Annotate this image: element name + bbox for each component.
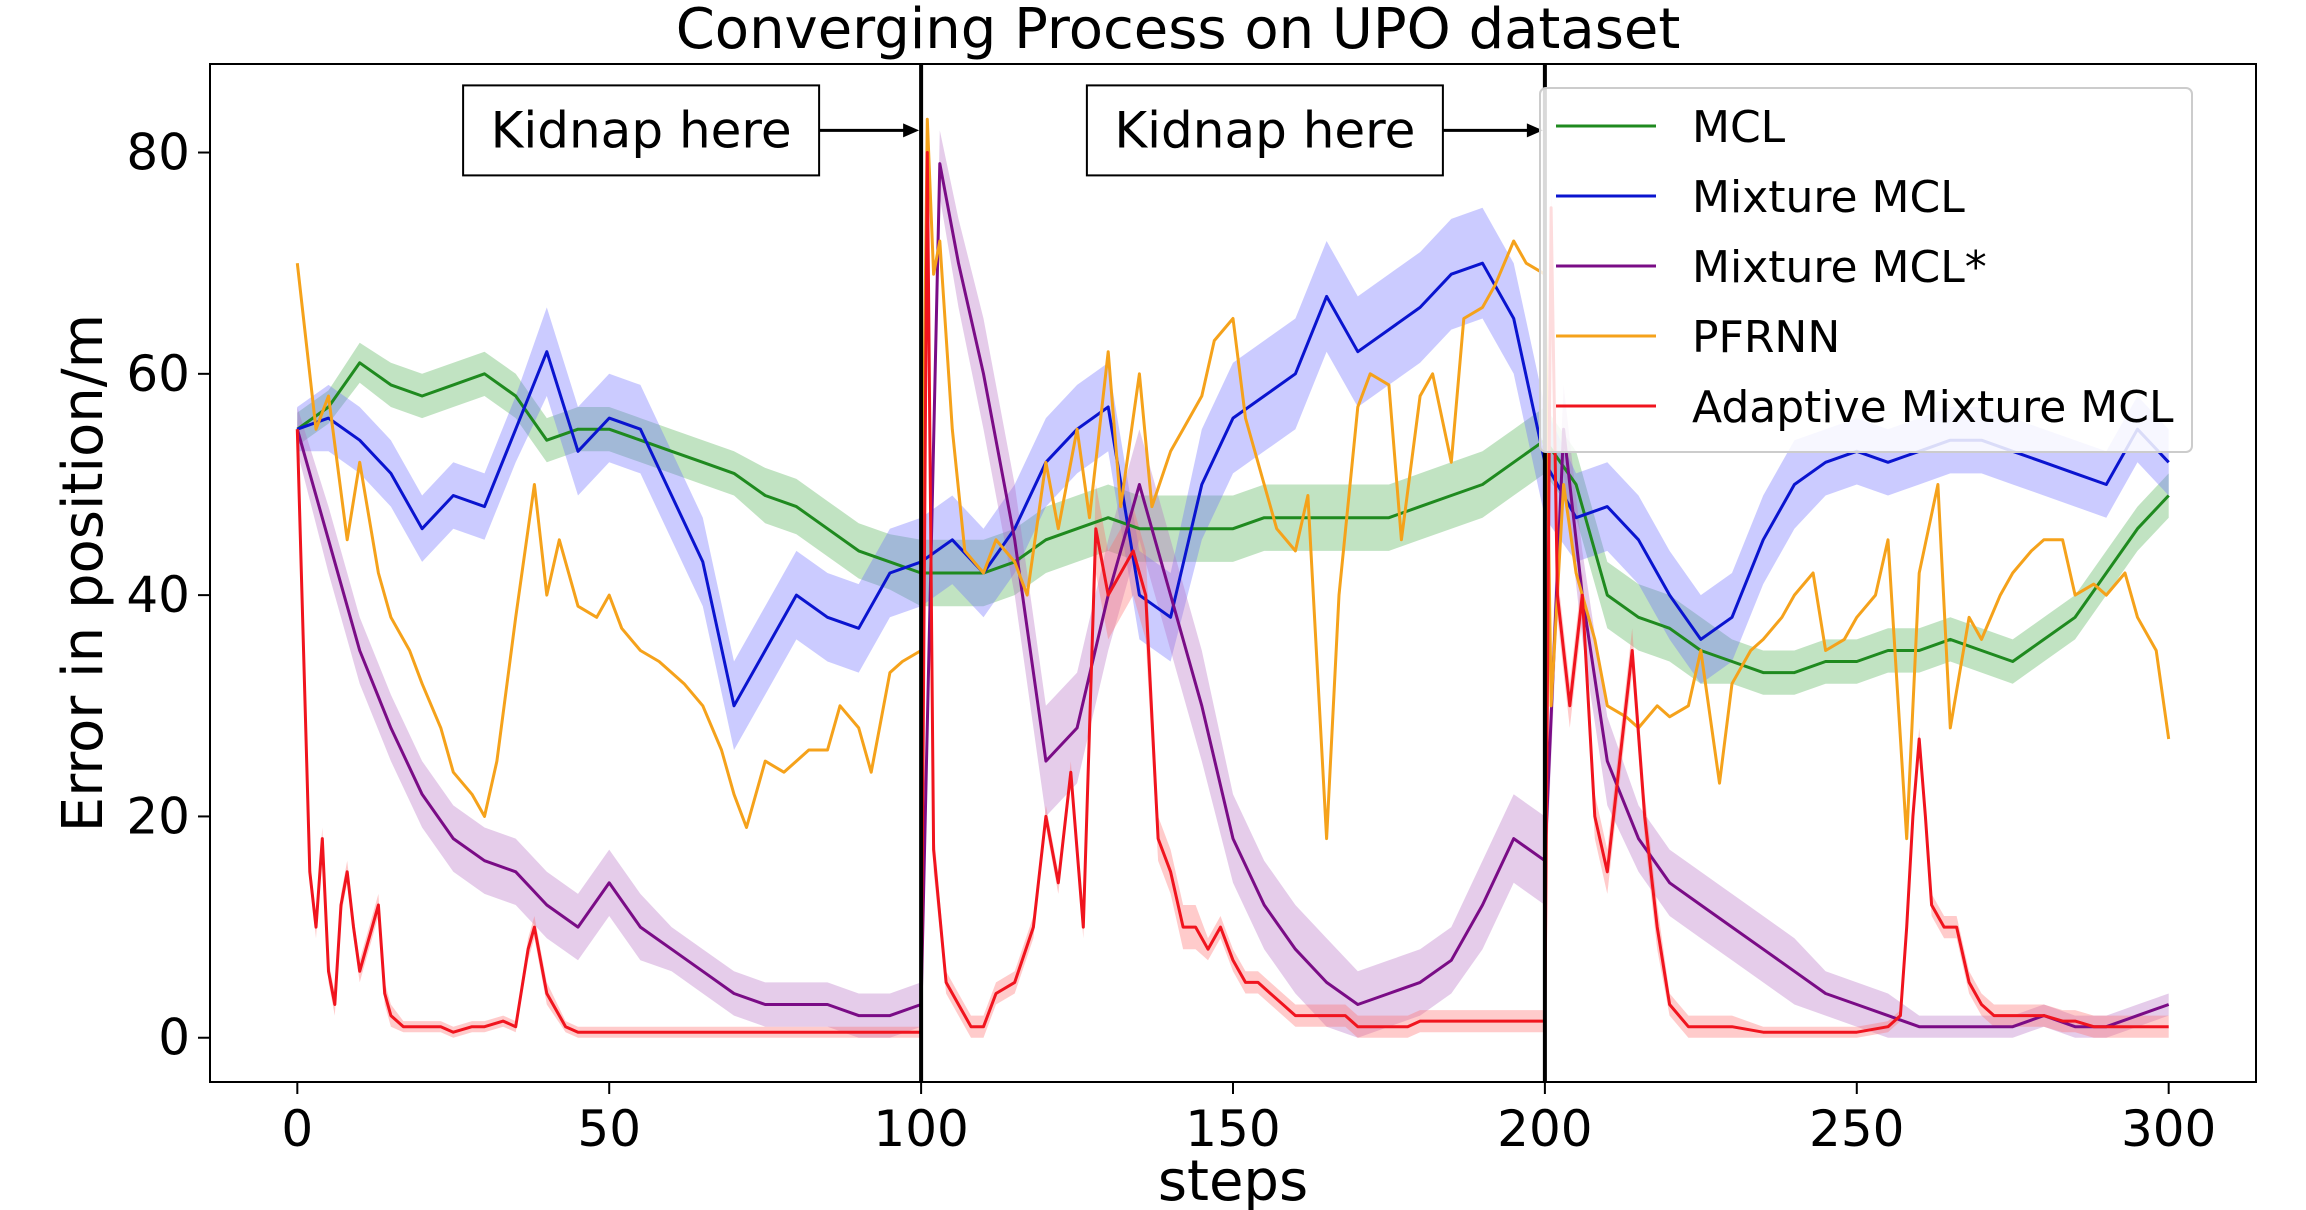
annotation-text: Kidnap here	[1114, 101, 1415, 159]
legend-label: PFRNN	[1692, 312, 1840, 363]
y-axis: 0 20 40 60 80	[126, 124, 210, 1067]
x-tick-label: 50	[577, 1100, 641, 1158]
series-line-4	[295, 151, 2169, 1034]
legend-item: Mixture MCL	[1556, 172, 1965, 223]
annotation-arrowhead	[903, 123, 920, 138]
y-tick-label: 80	[126, 124, 190, 182]
plot-area	[295, 64, 2171, 1082]
legend: MCL Mixture MCL Mixture MCL* PFRNN Adaptive …	[1539, 87, 2193, 453]
legend-item: Adaptive Mixture MCL	[1556, 382, 2174, 433]
annotation-1: Kidnap here	[1085, 84, 1543, 177]
x-axis: 0 50 100 150 200 250 300	[281, 1082, 2216, 1158]
legend-label: MCL	[1692, 102, 1786, 153]
series-line-2	[295, 162, 2170, 1029]
x-tick-label: 150	[1185, 1100, 1280, 1158]
annotation-box	[1085, 84, 1444, 177]
annotations: Kidnap here Kidnap here	[462, 84, 1543, 177]
legend-label: Mixture MCL*	[1692, 242, 1987, 293]
y-axis-label: Error in position/m	[51, 314, 116, 832]
annotation-0: Kidnap here	[462, 84, 920, 177]
legend-label: Adaptive Mixture MCL	[1692, 382, 2174, 433]
series-line-0	[296, 361, 2170, 675]
y-tick-label: 40	[126, 566, 190, 624]
legend-item: PFRNN	[1556, 312, 1840, 363]
x-tick-label: 250	[1809, 1100, 1904, 1158]
band-0	[297, 342, 2169, 695]
y-tick-label: 60	[126, 345, 190, 403]
x-tick-label: 100	[873, 1100, 968, 1158]
y-tick-label: 20	[126, 787, 190, 845]
legend-box	[1539, 87, 2193, 453]
series-line-3	[295, 117, 2171, 841]
chart-title: Converging Process on UPO dataset	[676, 0, 1681, 62]
band-1	[297, 207, 2169, 751]
legend-item: Mixture MCL*	[1556, 242, 1987, 293]
annotation-text: Kidnap here	[491, 101, 792, 159]
x-tick-label: 300	[2121, 1100, 2216, 1158]
band-2	[297, 130, 2169, 1038]
annotation-arrowhead	[1526, 123, 1543, 138]
x-tick-label: 200	[1497, 1100, 1592, 1158]
legend-item: MCL	[1556, 102, 1786, 153]
y-tick-label: 0	[158, 1009, 190, 1067]
x-tick-label: 0	[281, 1100, 313, 1158]
x-axis-label: steps	[1158, 1149, 1308, 1210]
legend-label: Mixture MCL	[1692, 172, 1965, 223]
